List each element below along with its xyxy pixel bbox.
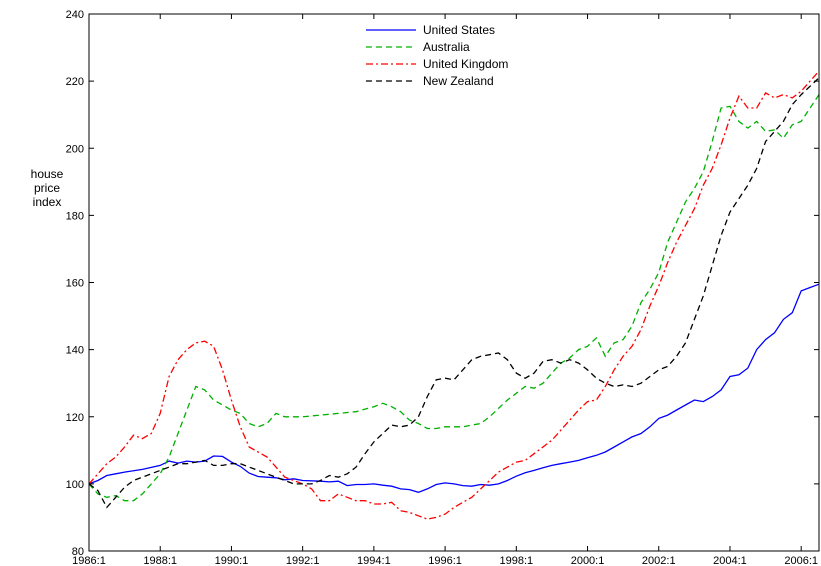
series-line-united-kingdom bbox=[88, 70, 820, 520]
x-tick-label: 1998:1 bbox=[499, 555, 533, 566]
y-tick-label: 80 bbox=[72, 546, 84, 558]
y-tick-label: 200 bbox=[66, 143, 84, 155]
x-tick-label: 1988:1 bbox=[143, 555, 177, 566]
y-tick-label: 240 bbox=[66, 9, 84, 21]
x-tick-label: 1986:1 bbox=[72, 555, 106, 566]
axis-ticks-group: 80 100 120 140 160 180 200 220 240 1986:1 1988:1 19… bbox=[66, 9, 819, 566]
plot-area-frame bbox=[88, 13, 820, 552]
x-tick-label: 1994:1 bbox=[357, 555, 391, 566]
series-line-australia bbox=[88, 94, 820, 502]
y-tick-label: 180 bbox=[66, 210, 84, 222]
y-axis-label: house price index bbox=[31, 167, 64, 209]
legend-label: New Zealand bbox=[423, 74, 494, 88]
plot-series-group bbox=[88, 70, 820, 520]
y-tick-label: 100 bbox=[66, 479, 84, 491]
y-axis-label-line-1: house bbox=[31, 167, 64, 181]
legend-label: United Kingdom bbox=[423, 57, 508, 71]
y-tick-label: 120 bbox=[66, 412, 84, 424]
x-tick-label: 2004:1 bbox=[713, 555, 747, 566]
legend: United States Australia United Kingdom New … bbox=[366, 23, 508, 88]
x-tick-label: 2002:1 bbox=[642, 555, 676, 566]
series-line-new-zealand bbox=[88, 77, 820, 509]
x-tick-label: 1990:1 bbox=[215, 555, 249, 566]
x-tick-label: 1992:1 bbox=[286, 555, 320, 566]
y-tick-label: 220 bbox=[66, 76, 84, 88]
x-tick-label: 1996:1 bbox=[428, 555, 462, 566]
legend-label: United States bbox=[423, 23, 495, 37]
y-tick-label: 160 bbox=[66, 278, 84, 290]
x-tick-label: 2000:1 bbox=[571, 555, 605, 566]
x-tick-label: 2006:1 bbox=[784, 555, 818, 566]
y-axis-label-line-2: price bbox=[34, 181, 60, 195]
y-tick-label: 140 bbox=[66, 345, 84, 357]
series-line-united-states bbox=[88, 283, 820, 493]
legend-label: Australia bbox=[423, 40, 470, 54]
y-axis-label-line-3: index bbox=[33, 195, 62, 209]
